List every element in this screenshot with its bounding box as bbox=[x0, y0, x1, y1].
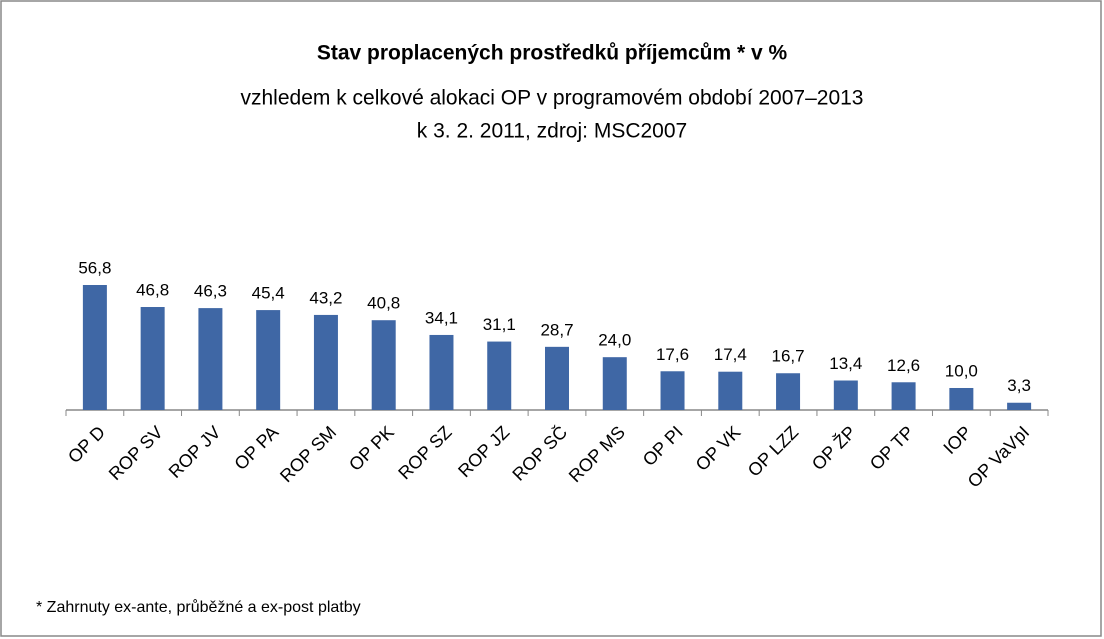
value-label: 17,6 bbox=[656, 345, 689, 364]
bar bbox=[891, 382, 916, 410]
bar bbox=[545, 346, 569, 410]
value-label: 3,3 bbox=[1007, 376, 1031, 395]
value-label: 43,2 bbox=[309, 288, 342, 307]
value-label: 45,4 bbox=[252, 284, 285, 303]
value-label: 46,8 bbox=[136, 280, 169, 299]
value-label: 34,1 bbox=[425, 308, 458, 327]
chart-title: Stav proplacených prostředků příjemcům *… bbox=[317, 42, 788, 65]
bar bbox=[718, 371, 743, 410]
value-label: 31,1 bbox=[483, 315, 516, 334]
bar bbox=[198, 308, 223, 410]
bar bbox=[429, 334, 454, 410]
value-label: 10,0 bbox=[945, 361, 978, 380]
value-label: 40,8 bbox=[367, 294, 400, 313]
value-label: 28,7 bbox=[540, 320, 573, 339]
value-label: 24,0 bbox=[598, 331, 631, 350]
value-label: 12,6 bbox=[887, 356, 920, 375]
value-label: 17,4 bbox=[714, 345, 747, 364]
bar bbox=[660, 371, 685, 410]
bar bbox=[833, 380, 858, 410]
bar bbox=[82, 285, 107, 410]
bar bbox=[602, 357, 627, 410]
chart-subtitle: k 3. 2. 2011, zdroj: MSC2007 bbox=[417, 120, 687, 143]
bar bbox=[1007, 402, 1032, 410]
value-label: 56,8 bbox=[78, 258, 111, 277]
chart-subtitle: vzhledem k celkové alokaci OP v programo… bbox=[241, 87, 864, 110]
bar bbox=[776, 373, 801, 410]
footnote: * Zahrnuty ex-ante, průběžné a ex-post p… bbox=[36, 598, 361, 616]
bar bbox=[256, 310, 281, 410]
value-label: 13,4 bbox=[829, 354, 862, 373]
value-label: 16,7 bbox=[772, 347, 805, 366]
bar bbox=[949, 387, 974, 410]
bar bbox=[140, 307, 165, 410]
value-label: 46,3 bbox=[194, 282, 227, 301]
bar bbox=[371, 320, 396, 410]
bar bbox=[487, 341, 512, 410]
bar bbox=[313, 314, 338, 410]
